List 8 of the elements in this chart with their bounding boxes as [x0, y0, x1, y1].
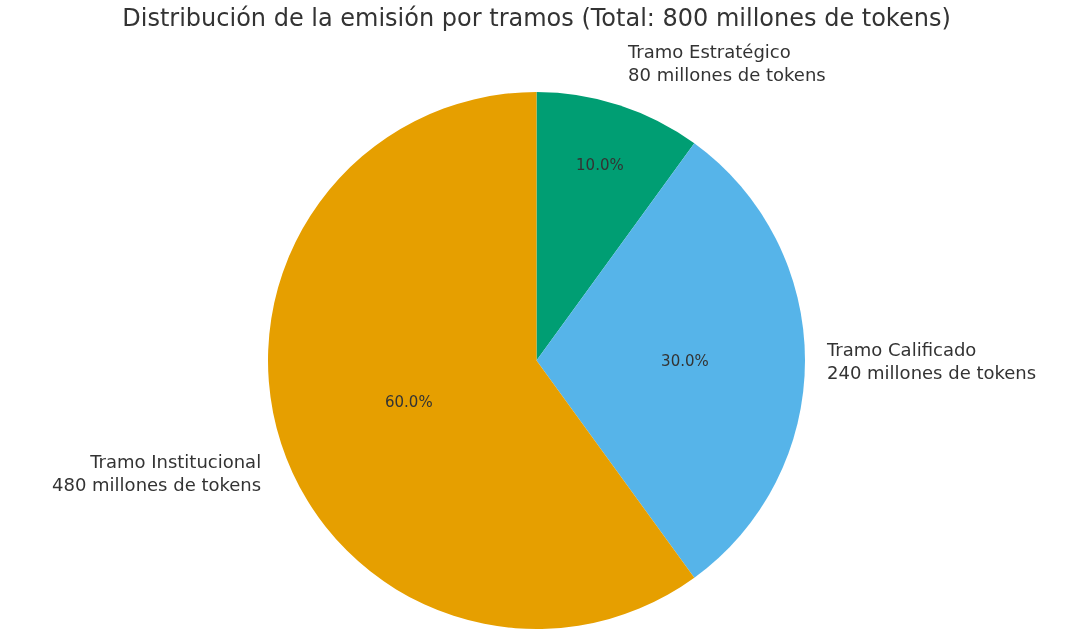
chart-title: Distribución de la emisión por tramos (Total: 800 millones de tokens) — [122, 4, 951, 33]
slice-label: Tramo Estratégico 80 millones de tokens — [627, 41, 826, 86]
data-label: 30.0% — [661, 351, 709, 370]
slice-label: Tramo Institucional 480 millones de tokens — [52, 451, 262, 496]
data-label: 60.0% — [384, 392, 433, 411]
data-label: 10.0% — [576, 156, 624, 175]
slice-label: Tramo Calificado 240 millones de tokens — [826, 339, 1037, 384]
pie-slice — [536, 143, 805, 578]
